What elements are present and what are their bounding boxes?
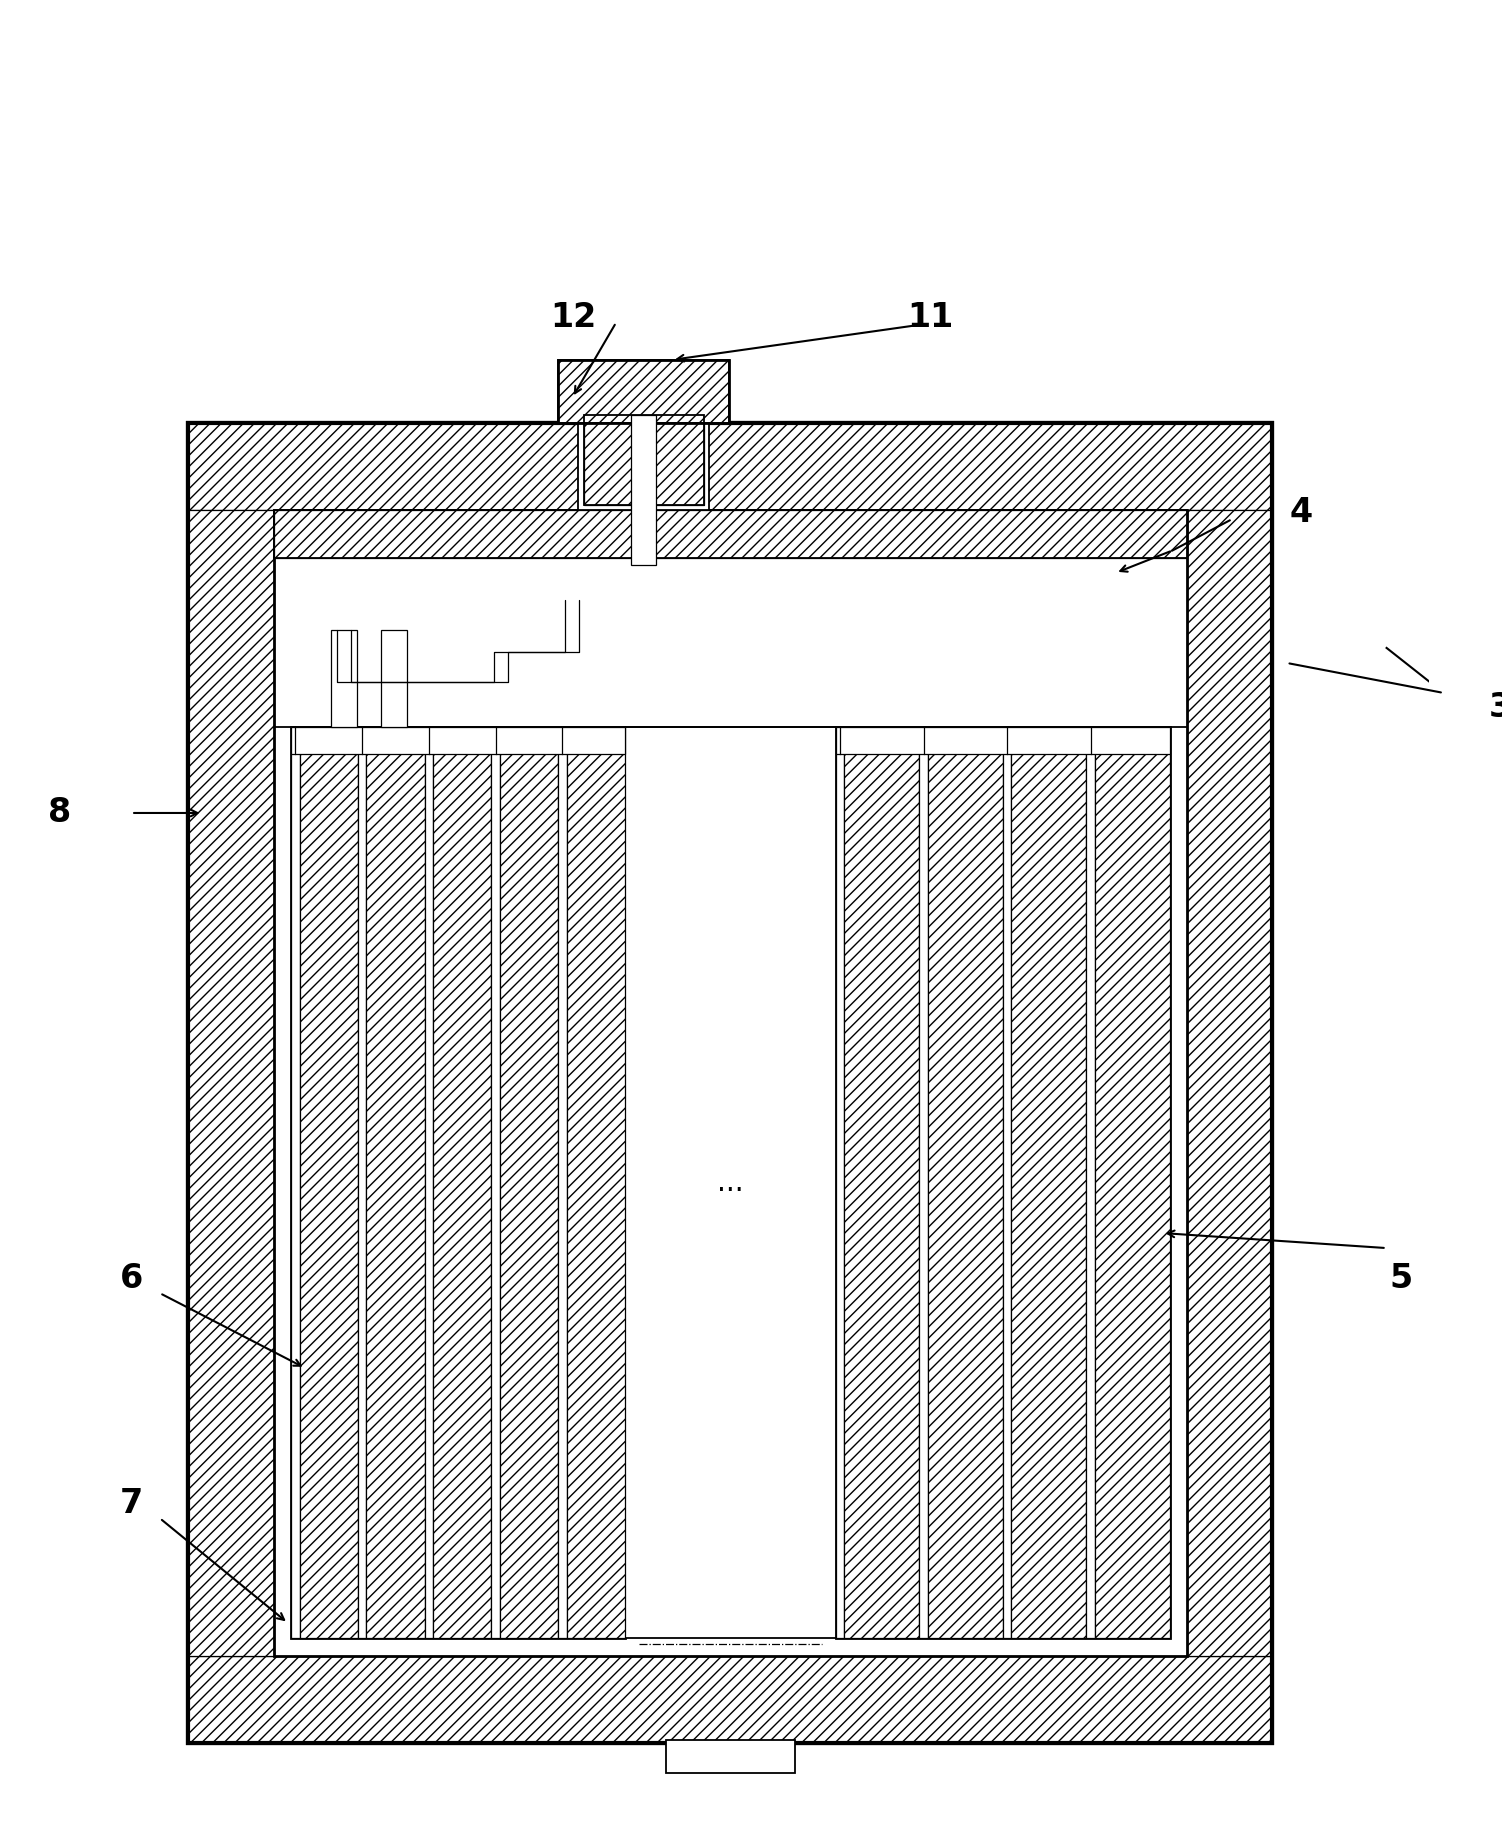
Bar bbox=[299, 727, 357, 1638]
Text: 11: 11 bbox=[907, 301, 954, 334]
Bar bbox=[500, 727, 559, 1638]
Bar bbox=[584, 415, 703, 505]
Bar bbox=[366, 727, 425, 1638]
Bar bbox=[273, 510, 1187, 558]
Bar bbox=[1095, 727, 1170, 1638]
Bar bbox=[425, 727, 433, 1638]
Text: 6: 6 bbox=[120, 1261, 143, 1294]
Bar bbox=[1086, 727, 1095, 1638]
Bar bbox=[844, 727, 919, 1638]
Bar bbox=[382, 630, 407, 727]
Bar bbox=[1187, 510, 1272, 1656]
Text: 4: 4 bbox=[1289, 496, 1313, 529]
Bar bbox=[584, 415, 703, 505]
Bar bbox=[835, 727, 844, 1638]
Bar bbox=[291, 727, 299, 1638]
Bar bbox=[928, 727, 1003, 1638]
Bar bbox=[357, 727, 366, 1638]
Bar bbox=[578, 422, 709, 510]
Bar bbox=[273, 510, 1187, 1656]
Bar bbox=[1003, 727, 1011, 1638]
Bar bbox=[291, 727, 625, 755]
Bar bbox=[433, 727, 491, 1638]
Bar bbox=[188, 510, 273, 1656]
Bar bbox=[188, 1656, 1272, 1742]
Bar bbox=[330, 630, 356, 727]
Text: 7: 7 bbox=[120, 1487, 143, 1520]
Text: 12: 12 bbox=[550, 301, 596, 334]
Bar bbox=[1011, 727, 1086, 1638]
Bar bbox=[625, 727, 835, 1638]
Bar bbox=[559, 727, 566, 1638]
Bar bbox=[559, 360, 728, 422]
Bar bbox=[188, 422, 1272, 1742]
Text: 3: 3 bbox=[1488, 692, 1502, 725]
Bar bbox=[835, 727, 1170, 1638]
Text: ...: ... bbox=[716, 1170, 743, 1197]
Bar bbox=[491, 727, 500, 1638]
Bar bbox=[566, 727, 625, 1638]
Bar bbox=[273, 510, 1187, 558]
Bar bbox=[559, 360, 728, 422]
Bar bbox=[188, 422, 1272, 510]
Bar bbox=[631, 415, 656, 565]
Bar bbox=[919, 727, 928, 1638]
Bar bbox=[188, 422, 1272, 1742]
Bar bbox=[667, 1741, 795, 1774]
Text: 8: 8 bbox=[48, 797, 72, 830]
Bar bbox=[835, 727, 1170, 755]
Text: 5: 5 bbox=[1389, 1261, 1412, 1294]
Bar bbox=[291, 727, 625, 1638]
